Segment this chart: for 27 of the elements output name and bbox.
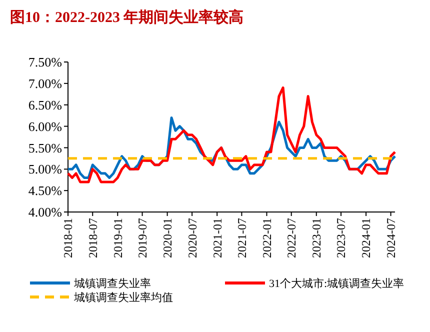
x-tick-label: 2020-07 — [185, 218, 200, 258]
x-tick-label: 2022-01 — [260, 218, 274, 258]
legend-label: 31个大城市:城镇调查失业率 — [269, 276, 404, 290]
x-tick-label: 2021-01 — [210, 218, 224, 258]
y-tick-label: 5.00% — [28, 162, 62, 177]
y-tick-label: 7.50% — [28, 54, 62, 70]
x-tick-label: 2018-07 — [86, 218, 100, 258]
y-tick-label: 6.50% — [28, 97, 62, 112]
x-tick-label: 2019-01 — [110, 218, 125, 258]
x-tick-label: 2023-01 — [310, 218, 324, 258]
y-tick-label: 7.00% — [28, 76, 62, 91]
y-tick-label: 6.00% — [28, 118, 62, 134]
x-tick-label: 2018-01 — [61, 218, 76, 258]
y-tick-label: 5.50% — [28, 140, 62, 156]
x-tick-label: 2024-07 — [384, 218, 398, 258]
y-tick-label: 4.00% — [28, 204, 62, 220]
x-tick-label: 2024-01 — [359, 218, 374, 258]
legend-label: 城镇调查失业率均值 — [73, 290, 173, 304]
x-tick-label: 2020-01 — [160, 218, 174, 258]
x-tick-label: 2022-07 — [284, 218, 299, 258]
x-tick-label: 2023-07 — [334, 218, 348, 258]
line-series — [66, 86, 396, 184]
legend-label: 城镇调查失业率 — [73, 276, 151, 290]
chart-title: 图10：2022-2023 年期间失业率较高 — [10, 8, 244, 26]
y-tick-label: 4.50% — [28, 183, 62, 198]
x-tick-label: 2021-07 — [234, 218, 249, 258]
x-tick-label: 2019-07 — [135, 218, 150, 258]
